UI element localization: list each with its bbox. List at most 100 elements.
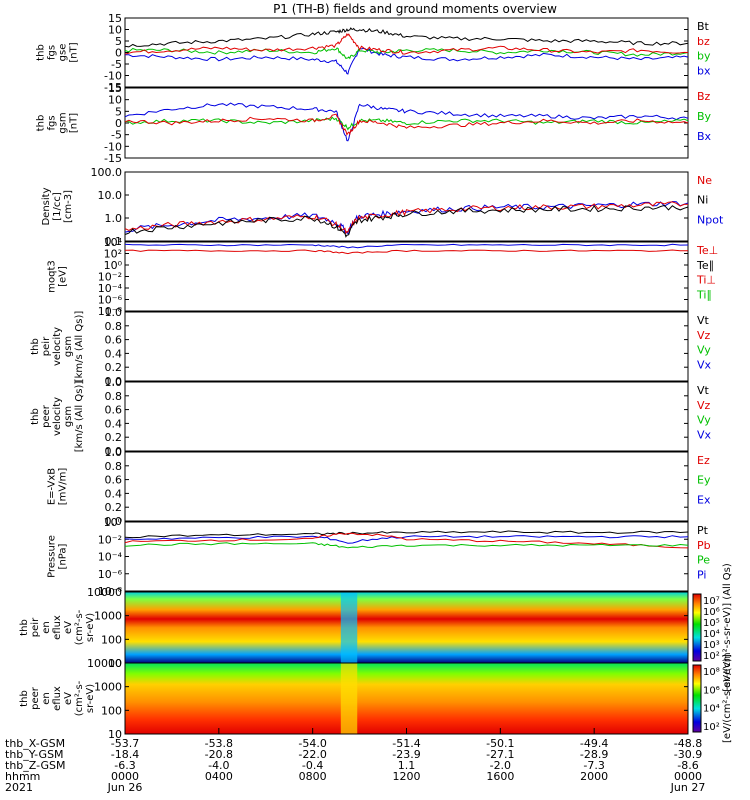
series-Ne: [124, 201, 689, 235]
legend-entry: Ex: [697, 493, 711, 506]
y-tick-label: 10⁴: [104, 236, 123, 249]
colorbar-label: [eV/(cm²-s-sr-eV)]: [722, 654, 733, 743]
x-axis-row-label: 2021: [5, 781, 33, 794]
series-Ti: [124, 243, 689, 249]
y-tick-label: -15: [104, 81, 122, 94]
y-tick-label: 0: [115, 47, 122, 60]
y-tick-label: 0.4: [105, 347, 123, 360]
y-axis-label: [km/s (All Qs)]: [74, 311, 85, 383]
legend-entry: Ni: [697, 194, 708, 207]
y-axis-label: Pressure: [47, 535, 58, 578]
y-tick-label: 1.0: [105, 212, 123, 225]
x-axis-value: 0000: [674, 770, 702, 783]
x-axis-value: -4.0: [208, 759, 229, 772]
x-axis-value: 1.1: [398, 759, 416, 772]
colorbar-label: [eV/(cm²-s-sr-eV)] (All Qs): [722, 563, 733, 692]
colorbar: [692, 664, 702, 733]
y-tick-label: 100.0: [91, 166, 123, 179]
y-axis-label: fgs: [47, 115, 58, 130]
y-tick-label: 0.0: [105, 445, 123, 458]
y-tick-label: 0.2: [105, 361, 123, 374]
legend-entry: Vz: [697, 399, 711, 412]
series-Pi: [124, 535, 689, 544]
y-axis-label: velocity: [52, 327, 63, 366]
y-axis-label: sr-eV): [85, 613, 96, 642]
y-tick-label: -5: [111, 129, 122, 142]
y-tick-label: 10⁻⁶: [98, 294, 123, 307]
y-tick-label: 10: [108, 728, 122, 741]
x-axis-value: -28.9: [580, 748, 608, 761]
y-axis-label: gsm: [63, 406, 74, 427]
x-axis-value: -51.4: [392, 737, 420, 750]
x-axis-value: -22.0: [298, 748, 326, 761]
y-tick-label: 10: [108, 24, 122, 37]
x-axis-value: -8.6: [677, 759, 698, 772]
legend-entry: Vt: [697, 384, 710, 397]
x-axis-value: -27.1: [486, 748, 514, 761]
legend-entry: Vt: [697, 314, 710, 327]
y-axis-label: peir: [30, 617, 41, 637]
y-tick-label: 10⁰: [104, 259, 123, 272]
y-axis-label: eV: [63, 692, 74, 705]
y-tick-label: 1000: [94, 610, 122, 623]
y-axis-label: en: [41, 692, 52, 705]
series-Ni: [124, 204, 689, 238]
colorbar-tick-label: 10⁴: [703, 704, 720, 715]
panel-frame: [124, 171, 689, 242]
y-tick-label: 10⁻⁴: [98, 551, 123, 564]
legend-entry: Npot: [697, 213, 724, 226]
y-tick-label: 0.1: [105, 235, 123, 248]
y-tick-label: 0.6: [105, 334, 123, 347]
legend-entry: Vz: [697, 329, 711, 342]
x-axis-row-label: thb_Y-GSM: [5, 748, 64, 761]
y-tick-label: -10: [104, 140, 122, 153]
y-axis-label: gse: [58, 44, 69, 62]
legend-entry: Pi: [697, 568, 706, 581]
series-By: [124, 116, 689, 131]
x-axis-value: -18.4: [111, 748, 139, 761]
y-axis-label: fgs: [47, 45, 58, 60]
x-axis-row-label: hhmm: [5, 770, 40, 783]
series-bz: [124, 33, 689, 55]
panel-frame: [124, 451, 689, 522]
series-Bt: [124, 27, 689, 48]
x-axis-value: 1200: [393, 770, 421, 783]
legend-entry: Vx: [697, 428, 712, 441]
y-tick-label: 15: [108, 82, 122, 95]
y-tick-label: 1.0: [105, 446, 123, 459]
x-axis-value: -53.7: [111, 737, 139, 750]
x-axis-row-label: thb_X-GSM: [5, 737, 65, 750]
panel-9: 10000 1000 100 10 thb peir en eflux eV (cm²-s-sr-…: [19, 563, 733, 692]
x-axis-value: 1600: [486, 770, 514, 783]
heatmap-event-band: [340, 663, 358, 734]
y-axis-label: Density: [41, 187, 52, 225]
y-axis-label: sr-eV): [85, 684, 96, 713]
y-axis-label: thb: [19, 619, 30, 636]
x-axis-value: -7.3: [583, 759, 604, 772]
legend-entry: Te⊥: [696, 244, 718, 257]
colorbar-tick-label: 10⁵: [703, 618, 720, 629]
y-tick-label: 5: [115, 35, 122, 48]
y-axis-label: E=-VxB: [47, 468, 58, 505]
x-axis-table: thb_X-GSM -53.7 -53.8 -54.0 -51.4 -50.1 -49.4-…: [5, 728, 705, 794]
legend-entry: Pt: [697, 524, 709, 537]
y-axis-label: thb: [19, 690, 30, 707]
legend-entry: Vy: [697, 344, 711, 357]
x-axis-value: 0000: [111, 770, 139, 783]
y-axis-label: peer: [30, 686, 41, 710]
y-axis-label: gsm: [58, 112, 69, 133]
y-axis-label: [cm-3]: [63, 190, 74, 223]
x-axis-value: -23.9: [392, 748, 420, 761]
legend-entry: Ez: [697, 454, 710, 467]
y-axis-label: peer: [41, 404, 52, 428]
y-tick-label: 10⁰: [104, 516, 123, 529]
y-tick-label: 100: [101, 704, 122, 717]
y-tick-label: 0.4: [105, 487, 123, 500]
y-tick-label: 10000: [87, 586, 122, 599]
colorbar-tick-label: 10⁶: [703, 685, 720, 696]
legend-entry: Ne: [697, 174, 712, 187]
legend-entry: Bz: [697, 90, 711, 103]
series-Pe: [124, 542, 689, 549]
